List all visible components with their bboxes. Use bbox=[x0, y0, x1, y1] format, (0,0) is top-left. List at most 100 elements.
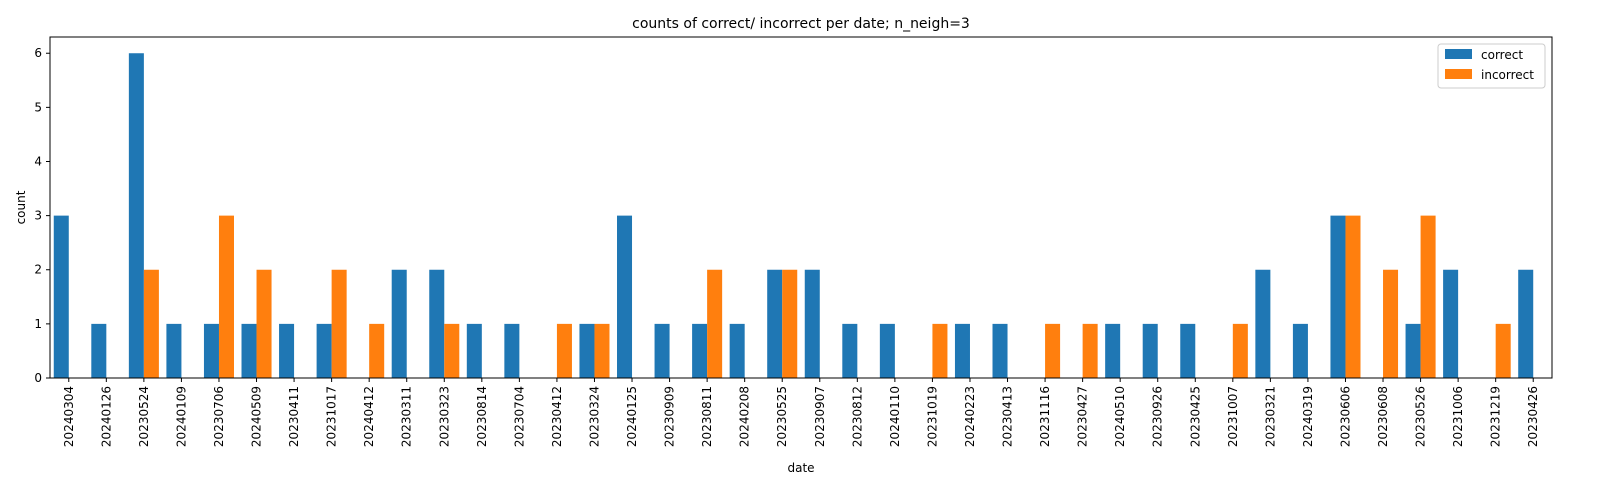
x-tick-label: 20230324 bbox=[587, 386, 601, 447]
x-tick-label: 20231006 bbox=[1451, 386, 1465, 447]
x-tick-label: 20230909 bbox=[663, 386, 677, 447]
bar-correct-20240109 bbox=[166, 323, 182, 378]
bar-correct-20230526 bbox=[1405, 323, 1421, 378]
bar-incorrect-20230525 bbox=[782, 269, 798, 378]
bar-correct-20230525 bbox=[767, 269, 783, 378]
x-tick-label: 20230323 bbox=[437, 386, 451, 447]
bar-incorrect-20231019 bbox=[932, 323, 948, 378]
bar-correct-20240304 bbox=[53, 215, 69, 378]
bar-incorrect-20230811 bbox=[707, 269, 723, 378]
bar-incorrect-20240412 bbox=[369, 323, 385, 378]
x-tick-label: 20230706 bbox=[212, 386, 226, 447]
bar-incorrect-20231219 bbox=[1495, 323, 1511, 378]
x-tick-label: 20230427 bbox=[1076, 386, 1090, 447]
bar-incorrect-20230526 bbox=[1420, 215, 1436, 378]
bar-correct-20230812 bbox=[842, 323, 858, 378]
bar-correct-20230324 bbox=[579, 323, 595, 378]
x-tick-label: 20230812 bbox=[850, 386, 864, 447]
x-tick-label: 20240109 bbox=[174, 386, 188, 447]
x-tick-label: 20230606 bbox=[1338, 386, 1352, 447]
y-tick-label: 0 bbox=[34, 371, 42, 385]
bar-correct-20240509 bbox=[241, 323, 257, 378]
bar-correct-20240510 bbox=[1105, 323, 1121, 378]
x-tick-label: 20230426 bbox=[1526, 386, 1540, 447]
x-tick-label: 20230412 bbox=[550, 386, 564, 447]
legend-swatch-incorrect bbox=[1445, 69, 1472, 79]
x-tick-label: 20230608 bbox=[1376, 386, 1390, 447]
x-tick-label: 20240223 bbox=[963, 386, 977, 447]
y-tick-label: 4 bbox=[34, 154, 42, 168]
x-tick-label: 20240510 bbox=[1113, 386, 1127, 447]
bar-incorrect-20230706 bbox=[218, 215, 234, 378]
x-tick-label: 20230524 bbox=[137, 386, 151, 447]
bar-correct-20240208 bbox=[729, 323, 745, 378]
bar-incorrect-20230608 bbox=[1383, 269, 1399, 378]
bar-correct-20230413 bbox=[992, 323, 1008, 378]
x-tick-label: 20240304 bbox=[62, 386, 76, 447]
x-tick-label: 20240126 bbox=[99, 386, 113, 447]
x-tick-label: 20230704 bbox=[512, 386, 526, 447]
bar-correct-20230811 bbox=[692, 323, 708, 378]
x-tick-label: 20230425 bbox=[1188, 386, 1202, 447]
x-tick-label: 20240412 bbox=[362, 386, 376, 447]
y-tick-label: 1 bbox=[34, 317, 42, 331]
bar-correct-20231017 bbox=[316, 323, 332, 378]
bar-correct-20230704 bbox=[504, 323, 520, 378]
x-tick-label: 20240509 bbox=[250, 386, 264, 447]
x-tick-label: 20230321 bbox=[1263, 386, 1277, 447]
x-tick-label: 20230814 bbox=[475, 386, 489, 447]
x-tick-label: 20230907 bbox=[813, 386, 827, 447]
x-tick-label: 20231116 bbox=[1038, 386, 1052, 447]
bar-incorrect-20240509 bbox=[256, 269, 272, 378]
x-tick-label: 20231019 bbox=[925, 386, 939, 447]
legend-label-incorrect: incorrect bbox=[1481, 68, 1534, 82]
plot-frame bbox=[49, 36, 1553, 379]
y-tick-label: 5 bbox=[34, 100, 42, 114]
x-tick-label: 20230526 bbox=[1414, 386, 1428, 447]
bar-correct-20230426 bbox=[1518, 269, 1534, 378]
x-tick-label: 20230413 bbox=[1001, 386, 1015, 447]
x-tick-label: 20230311 bbox=[400, 386, 414, 447]
legend: correct incorrect bbox=[1437, 43, 1546, 89]
bar-incorrect-20230412 bbox=[556, 323, 572, 378]
bar-correct-20240125 bbox=[617, 215, 633, 378]
y-tick-label: 2 bbox=[34, 263, 42, 277]
bar-correct-20240319 bbox=[1292, 323, 1308, 378]
bar-correct-20240223 bbox=[954, 323, 970, 378]
x-tick-label: 20240208 bbox=[738, 386, 752, 447]
bar-correct-20230706 bbox=[203, 323, 219, 378]
bar-incorrect-20231017 bbox=[331, 269, 347, 378]
bar-correct-20230311 bbox=[391, 269, 407, 378]
bars bbox=[53, 53, 1534, 378]
bar-correct-20240110 bbox=[879, 323, 895, 378]
bar-correct-20230909 bbox=[654, 323, 670, 378]
x-tick-label: 20230411 bbox=[287, 386, 301, 447]
bar-correct-20230524 bbox=[128, 53, 144, 378]
bar-correct-20230323 bbox=[429, 269, 445, 378]
bar-correct-20230411 bbox=[279, 323, 295, 378]
x-tick-label: 20230525 bbox=[775, 386, 789, 447]
x-tick-label: 20231017 bbox=[325, 386, 339, 447]
bar-correct-20230926 bbox=[1142, 323, 1158, 378]
bar-correct-20240126 bbox=[91, 323, 107, 378]
bar-correct-20230814 bbox=[466, 323, 482, 378]
chart-title: counts of correct/ incorrect per date; n… bbox=[632, 16, 970, 32]
bar-correct-20231006 bbox=[1443, 269, 1459, 378]
bar-correct-20230606 bbox=[1330, 215, 1346, 378]
x-tick-label: 20240319 bbox=[1301, 386, 1315, 447]
bar-incorrect-20230427 bbox=[1082, 323, 1098, 378]
bar-correct-20230321 bbox=[1255, 269, 1271, 378]
y-axis-ticks: 0 1 2 3 4 5 6 bbox=[34, 46, 50, 385]
bar-incorrect-20231007 bbox=[1232, 323, 1248, 378]
x-axis-label: date bbox=[787, 461, 814, 475]
legend-label-correct: correct bbox=[1481, 48, 1523, 62]
x-tick-label: 20231219 bbox=[1489, 386, 1503, 447]
y-axis-label: count bbox=[14, 190, 28, 224]
bar-incorrect-20230323 bbox=[444, 323, 460, 378]
x-tick-label: 20230926 bbox=[1151, 386, 1165, 447]
bar-incorrect-20230606 bbox=[1345, 215, 1361, 378]
legend-swatch-correct bbox=[1445, 49, 1472, 59]
x-tick-label: 20240125 bbox=[625, 386, 639, 447]
